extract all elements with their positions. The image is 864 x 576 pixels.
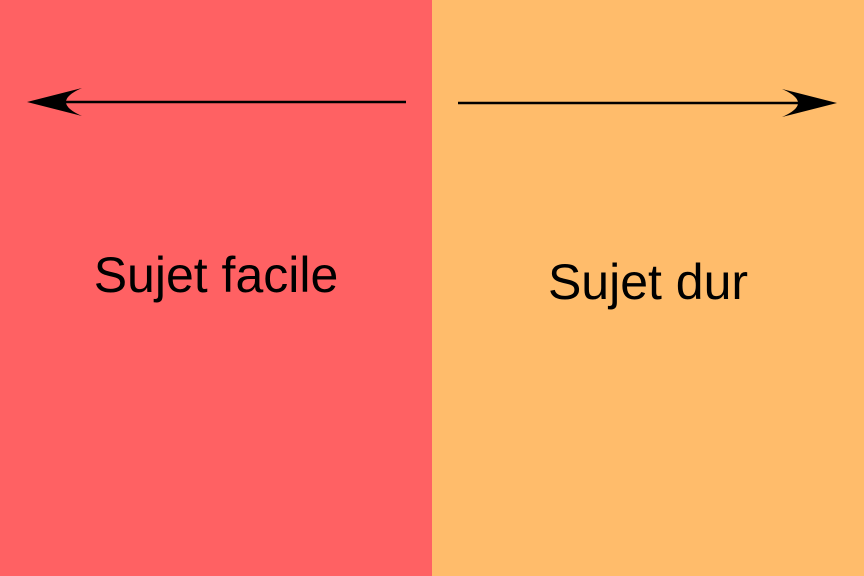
arrow-right-icon [458, 89, 837, 117]
easy-subject-label: Sujet facile [93, 247, 339, 303]
arrow-left-icon [27, 88, 406, 116]
easy-subject-panel [0, 0, 432, 576]
hard-subject-label: Sujet dur [547, 254, 749, 310]
hard-subject-panel [432, 0, 864, 576]
